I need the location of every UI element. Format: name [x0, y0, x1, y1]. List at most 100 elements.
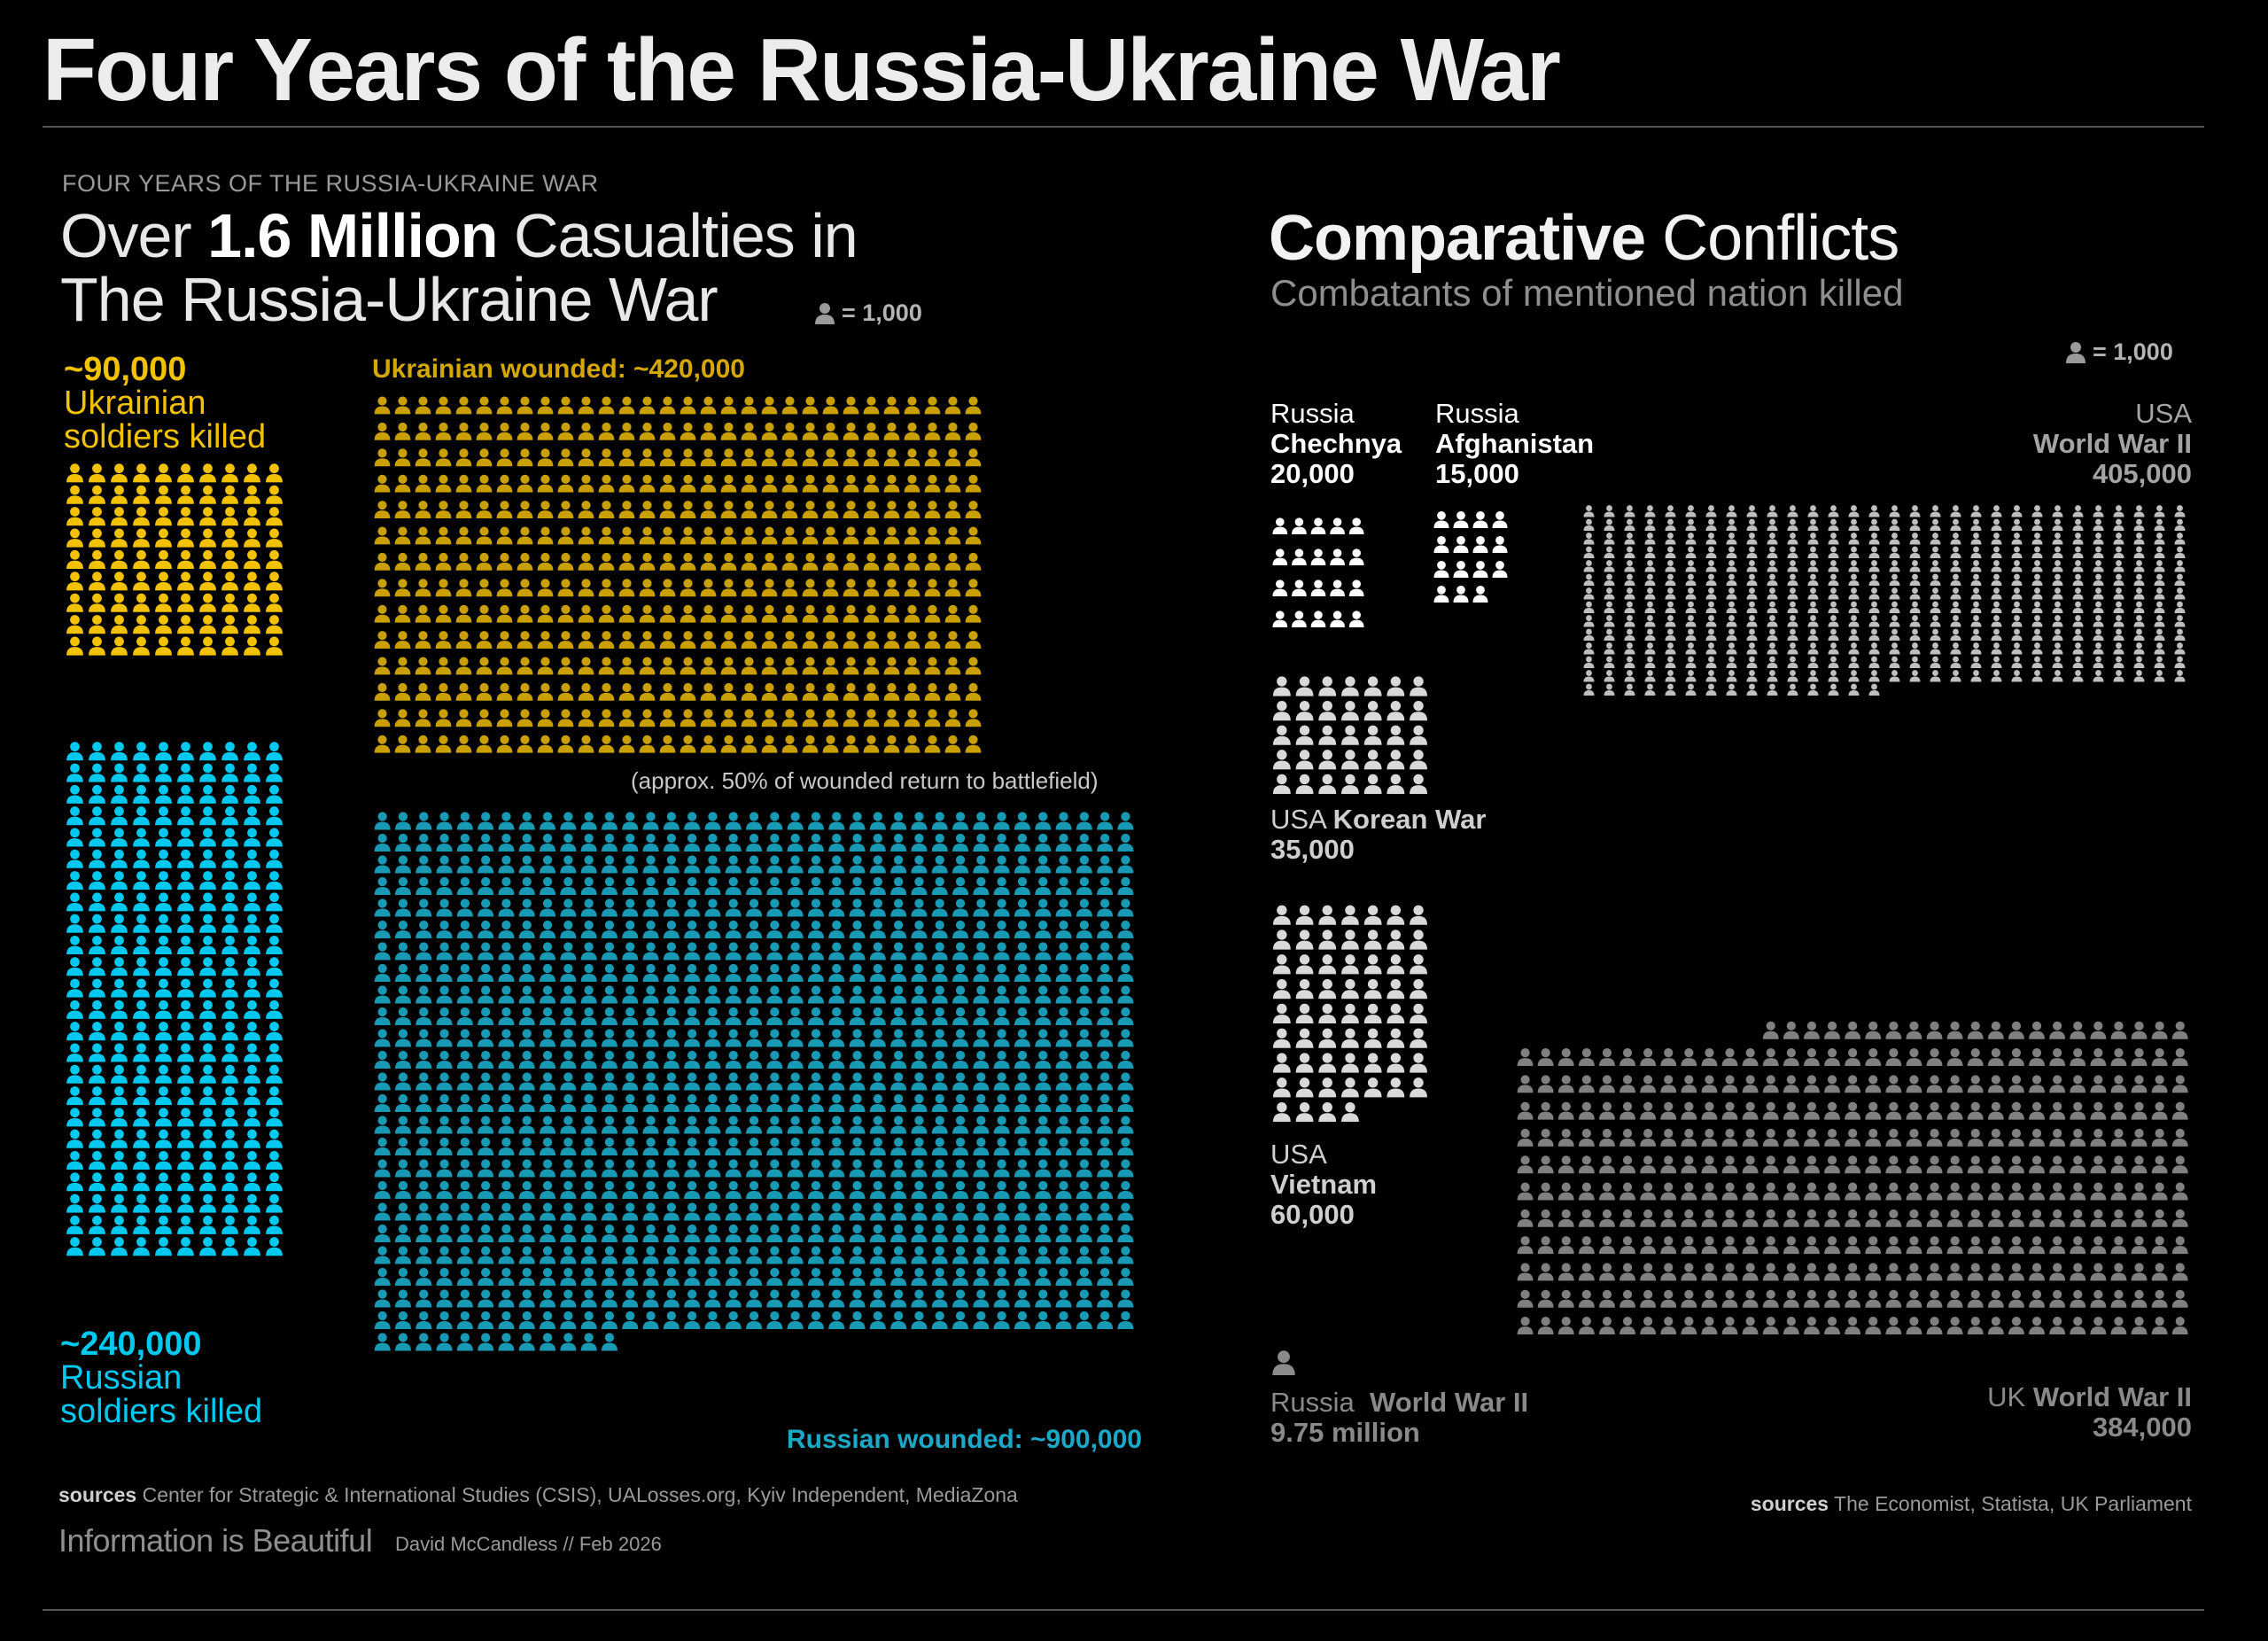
- person-icon: [478, 1072, 494, 1091]
- person-icon: [1848, 615, 1860, 627]
- person-icon: [1950, 573, 1961, 586]
- person-icon: [266, 463, 283, 483]
- person-icon: [2131, 1236, 2148, 1255]
- person-icon: [415, 604, 431, 623]
- person-icon: [1865, 1236, 1882, 1255]
- person-icon: [1272, 700, 1291, 721]
- person-icon: [1726, 587, 1737, 600]
- person-icon: [1967, 1021, 1984, 1039]
- person-icon: [787, 1050, 804, 1069]
- person-icon: [89, 528, 105, 548]
- person-icon: [601, 1093, 617, 1112]
- person-icon: [199, 507, 216, 526]
- person-icon: [601, 942, 617, 960]
- person-icon: [828, 1289, 845, 1308]
- person-icon: [1746, 615, 1758, 627]
- person-icon: [1076, 985, 1092, 1004]
- person-icon: [133, 1172, 150, 1192]
- person-icon: [540, 1246, 556, 1264]
- person-icon: [1640, 1075, 1657, 1093]
- person-icon: [1386, 1053, 1405, 1073]
- person-icon: [89, 463, 105, 483]
- person-icon: [890, 1072, 907, 1091]
- person-icon: [2113, 533, 2124, 545]
- person-icon: [761, 501, 778, 518]
- person-icon: [1330, 611, 1345, 627]
- person-icon: [741, 552, 757, 571]
- person-icon: [1701, 1048, 1718, 1066]
- person-icon: [266, 849, 283, 868]
- person-icon: [1453, 510, 1469, 528]
- person-icon: [580, 942, 597, 960]
- person-icon: [1097, 1116, 1114, 1134]
- person-icon: [199, 1150, 216, 1170]
- person-icon: [1721, 1289, 1738, 1308]
- person-icon: [2133, 546, 2145, 558]
- person-icon: [66, 1215, 83, 1234]
- person-icon: [244, 1237, 260, 1256]
- person-icon: [1970, 546, 1982, 558]
- person-icon: [1783, 1209, 1799, 1227]
- person-icon: [1746, 656, 1758, 668]
- person-icon: [973, 1116, 990, 1134]
- person-icon: [518, 1202, 535, 1221]
- person-icon: [415, 579, 431, 597]
- person-icon: [374, 501, 391, 518]
- person-icon: [394, 735, 411, 753]
- person-icon: [1665, 642, 1676, 655]
- person-icon: [177, 978, 194, 998]
- person-icon: [89, 507, 105, 526]
- person-icon: [952, 855, 969, 874]
- person-icon: [244, 593, 260, 612]
- person-icon: [746, 920, 763, 938]
- person-icon: [2093, 505, 2104, 517]
- person-icon: [456, 1050, 473, 1069]
- russia-ww2-label: Russia World War II: [1270, 1388, 1528, 1418]
- person-icon: [374, 709, 391, 727]
- person-icon: [725, 855, 742, 874]
- person-icon: [455, 604, 472, 623]
- person-icon: [199, 549, 216, 569]
- person-icon: [1014, 1224, 1030, 1242]
- person-icon: [560, 1093, 577, 1112]
- person-icon: [704, 1029, 721, 1047]
- person-icon: [2052, 505, 2063, 517]
- person-icon: [787, 920, 804, 938]
- person-icon: [560, 963, 577, 982]
- person-icon: [394, 876, 411, 895]
- person-icon: [1746, 533, 1758, 545]
- person-icon: [578, 579, 594, 597]
- person-icon: [1341, 905, 1359, 925]
- person-icon: [822, 657, 839, 675]
- person-icon: [1386, 929, 1405, 950]
- person-icon: [931, 1267, 948, 1286]
- person-icon: [436, 833, 453, 852]
- person-icon: [642, 942, 659, 960]
- person-icon: [822, 501, 839, 518]
- person-icon: [1804, 1155, 1820, 1174]
- person-icon: [1318, 774, 1337, 794]
- person-icon: [828, 1116, 845, 1134]
- person-icon: [496, 474, 513, 493]
- person-icon: [931, 1137, 948, 1155]
- person-icon: [1117, 1137, 1134, 1155]
- chechnya-name: Chechnya: [1270, 428, 1402, 459]
- person-icon: [1991, 670, 2002, 682]
- person-icon: [1909, 670, 1921, 682]
- person-icon: [394, 1159, 411, 1178]
- person-icon: [700, 396, 717, 415]
- person-icon: [111, 1194, 128, 1213]
- person-icon: [221, 784, 238, 804]
- person-icon: [2008, 1209, 2024, 1227]
- person-icon: [394, 898, 411, 917]
- person-icon: [2011, 615, 2023, 627]
- person-icon: [580, 1093, 597, 1112]
- person-icon: [1433, 535, 1449, 553]
- person-icon: [2154, 587, 2165, 600]
- person-icon: [944, 682, 961, 701]
- person-icon: [787, 1180, 804, 1199]
- person-icon: [849, 1007, 866, 1025]
- person-icon: [741, 501, 757, 518]
- person-icon: [787, 963, 804, 982]
- person-icon: [684, 876, 701, 895]
